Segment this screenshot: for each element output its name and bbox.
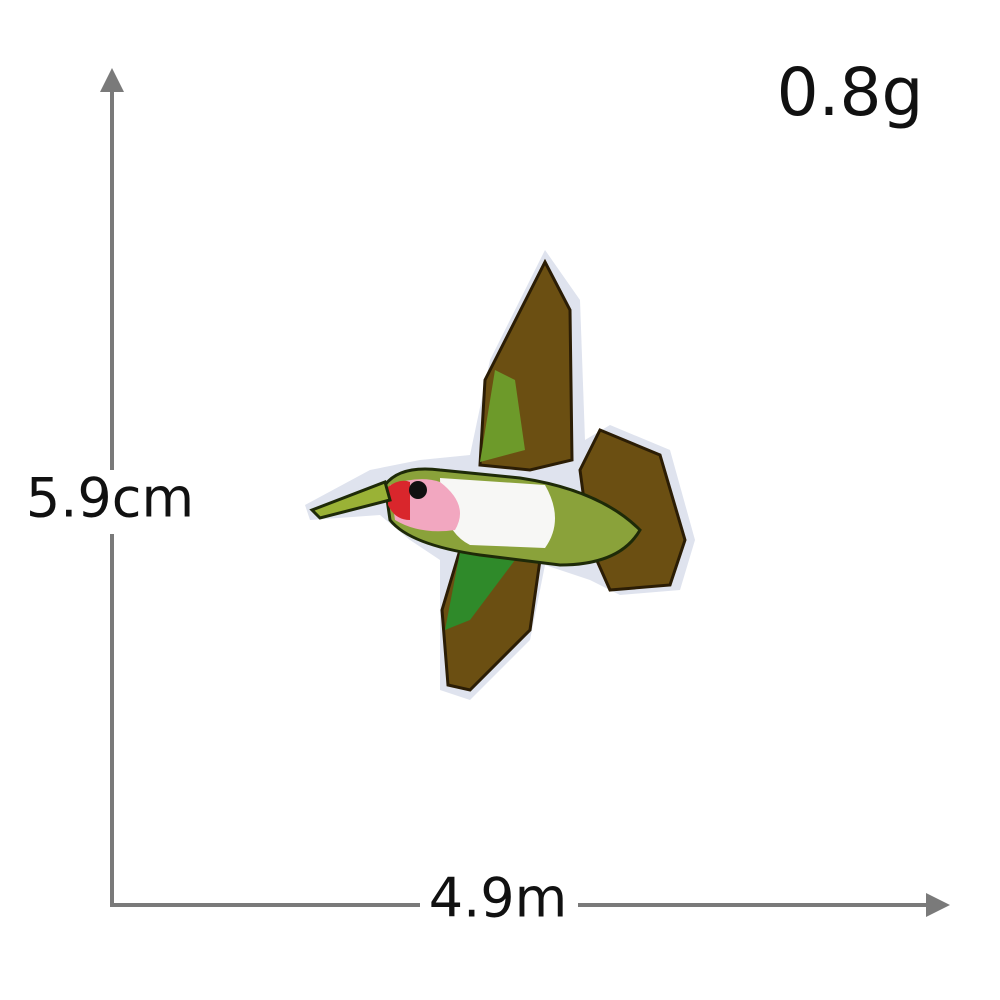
height-label: 5.9cm: [26, 467, 194, 530]
width-label-bg: [420, 872, 578, 936]
weight-label: 0.8g: [777, 54, 924, 131]
width-arrowhead: [926, 893, 950, 917]
width-label: 4.9m: [429, 867, 567, 930]
beak: [309, 480, 392, 520]
eye: [409, 481, 427, 499]
cheek: [388, 480, 410, 520]
upper-wing-green: [480, 370, 525, 462]
lower-wing-green: [445, 552, 515, 630]
breast: [440, 478, 555, 548]
height-arrowhead: [100, 68, 124, 92]
hummingbird-patch: [305, 250, 695, 700]
height-label-bg: [26, 470, 196, 534]
